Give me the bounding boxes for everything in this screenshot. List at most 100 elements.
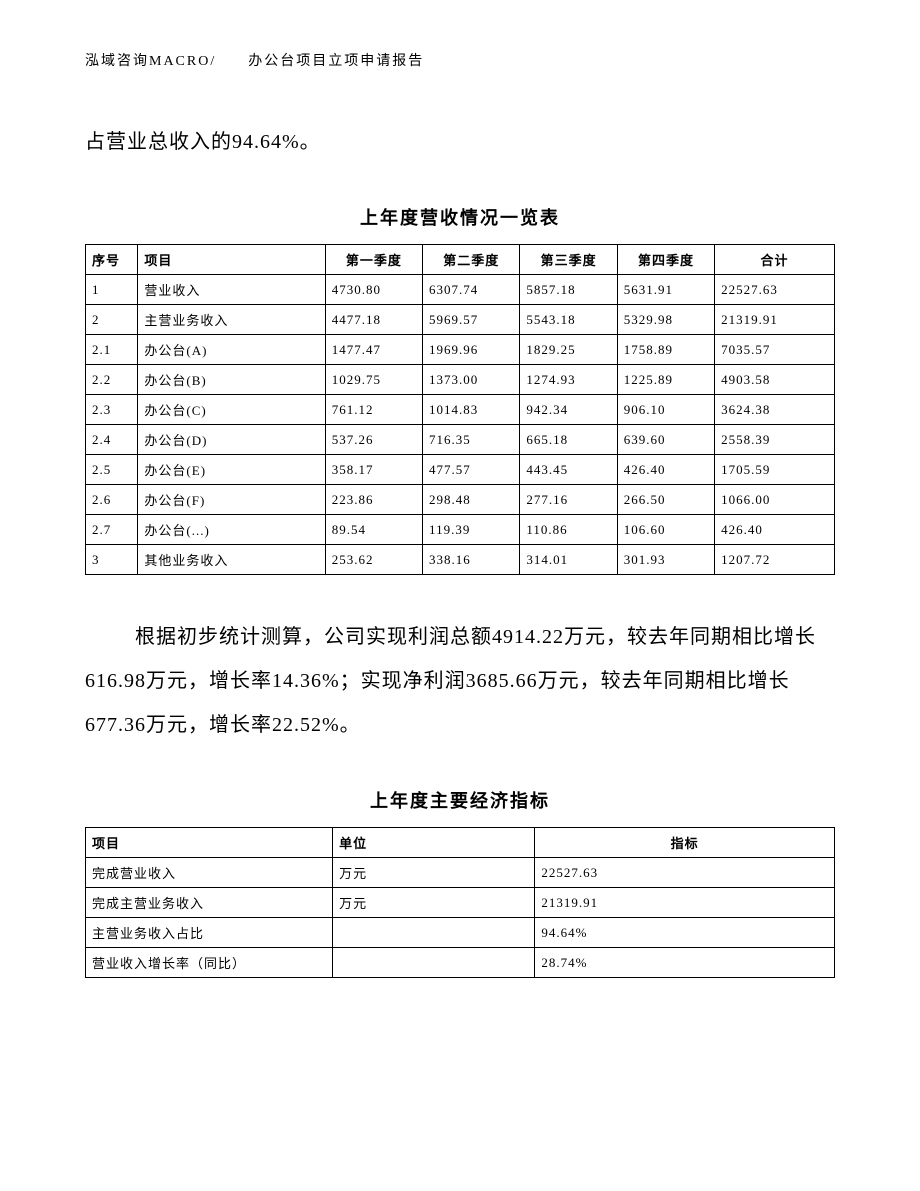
table-cell: 110.86 xyxy=(520,515,617,545)
table-cell: 665.18 xyxy=(520,425,617,455)
table-cell: 1274.93 xyxy=(520,365,617,395)
table-cell: 4903.58 xyxy=(715,365,835,395)
table-cell: 639.60 xyxy=(617,425,714,455)
table-row: 1营业收入4730.806307.745857.185631.9122527.6… xyxy=(86,275,835,305)
table-cell: 2 xyxy=(86,305,138,335)
page-header: 泓域咨询MACRO/ 办公台项目立项申请报告 xyxy=(85,50,835,70)
table-cell: 5631.91 xyxy=(617,275,714,305)
col-item: 项目 xyxy=(138,245,325,275)
table-cell: 761.12 xyxy=(325,395,422,425)
table1-title: 上年度营收情况一览表 xyxy=(85,204,835,230)
table-cell: 3 xyxy=(86,545,138,575)
table2-title: 上年度主要经济指标 xyxy=(85,787,835,813)
table-cell: 253.62 xyxy=(325,545,422,575)
table-cell: 6307.74 xyxy=(423,275,520,305)
table-cell: 5969.57 xyxy=(423,305,520,335)
table-cell: 办公台(C) xyxy=(138,395,325,425)
table-cell: 1066.00 xyxy=(715,485,835,515)
table-cell: 942.34 xyxy=(520,395,617,425)
table-cell: 2.2 xyxy=(86,365,138,395)
table-cell: 28.74% xyxy=(535,948,835,978)
table-cell: 1829.25 xyxy=(520,335,617,365)
table-cell: 94.64% xyxy=(535,918,835,948)
col-q3: 第三季度 xyxy=(520,245,617,275)
table-cell: 完成营业收入 xyxy=(86,858,333,888)
table-cell: 5857.18 xyxy=(520,275,617,305)
table-cell: 22527.63 xyxy=(535,858,835,888)
table-cell: 716.35 xyxy=(423,425,520,455)
paragraph-2: 根据初步统计测算，公司实现利润总额4914.22万元，较去年同期相比增长616.… xyxy=(85,615,835,747)
table-cell: 1477.47 xyxy=(325,335,422,365)
table-cell: 2.5 xyxy=(86,455,138,485)
table-cell: 办公台(E) xyxy=(138,455,325,485)
table-cell: 1 xyxy=(86,275,138,305)
table-cell: 119.39 xyxy=(423,515,520,545)
table-cell: 办公台(F) xyxy=(138,485,325,515)
table-cell: 1758.89 xyxy=(617,335,714,365)
table-row: 2.1办公台(A)1477.471969.961829.251758.89703… xyxy=(86,335,835,365)
table-cell: 89.54 xyxy=(325,515,422,545)
table-cell: 办公台(...) xyxy=(138,515,325,545)
table-cell: 3624.38 xyxy=(715,395,835,425)
table-cell: 5329.98 xyxy=(617,305,714,335)
col-unit: 单位 xyxy=(333,828,535,858)
table-row: 完成主营业务收入万元21319.91 xyxy=(86,888,835,918)
table-cell: 主营业务收入 xyxy=(138,305,325,335)
table-row: 2.5办公台(E)358.17477.57443.45426.401705.59 xyxy=(86,455,835,485)
table-cell: 537.26 xyxy=(325,425,422,455)
table-cell: 2.1 xyxy=(86,335,138,365)
revenue-table: 序号 项目 第一季度 第二季度 第三季度 第四季度 合计 1营业收入4730.8… xyxy=(85,244,835,575)
table-cell: 5543.18 xyxy=(520,305,617,335)
col-total: 合计 xyxy=(715,245,835,275)
table-cell: 1969.96 xyxy=(423,335,520,365)
table-row: 营业收入增长率（同比） 28.74% xyxy=(86,948,835,978)
col-seq: 序号 xyxy=(86,245,138,275)
col-project: 项目 xyxy=(86,828,333,858)
table-cell: 277.16 xyxy=(520,485,617,515)
table-cell: 主营业务收入占比 xyxy=(86,918,333,948)
table-cell: 办公台(D) xyxy=(138,425,325,455)
table-cell: 443.45 xyxy=(520,455,617,485)
table-cell: 1225.89 xyxy=(617,365,714,395)
table-cell: 万元 xyxy=(333,858,535,888)
table-cell: 426.40 xyxy=(715,515,835,545)
table-cell: 266.50 xyxy=(617,485,714,515)
table-cell xyxy=(333,948,535,978)
table-cell: 22527.63 xyxy=(715,275,835,305)
table-cell: 106.60 xyxy=(617,515,714,545)
table-cell: 906.10 xyxy=(617,395,714,425)
table-cell: 2558.39 xyxy=(715,425,835,455)
col-indicator: 指标 xyxy=(535,828,835,858)
table-cell: 7035.57 xyxy=(715,335,835,365)
table-cell: 2.3 xyxy=(86,395,138,425)
table-row: 3其他业务收入253.62338.16314.01301.931207.72 xyxy=(86,545,835,575)
table-cell: 2.4 xyxy=(86,425,138,455)
table-cell: 477.57 xyxy=(423,455,520,485)
table-cell: 1705.59 xyxy=(715,455,835,485)
indicators-table: 项目 单位 指标 完成营业收入万元22527.63完成主营业务收入万元21319… xyxy=(85,827,835,978)
table-cell: 1207.72 xyxy=(715,545,835,575)
col-q1: 第一季度 xyxy=(325,245,422,275)
table-cell: 1014.83 xyxy=(423,395,520,425)
table-cell: 办公台(B) xyxy=(138,365,325,395)
table-cell: 办公台(A) xyxy=(138,335,325,365)
table-cell: 营业收入增长率（同比） xyxy=(86,948,333,978)
table-cell: 其他业务收入 xyxy=(138,545,325,575)
table-row: 主营业务收入占比 94.64% xyxy=(86,918,835,948)
table-cell: 4477.18 xyxy=(325,305,422,335)
table-row: 完成营业收入万元22527.63 xyxy=(86,858,835,888)
table-cell: 1029.75 xyxy=(325,365,422,395)
table-cell: 338.16 xyxy=(423,545,520,575)
table-row: 2.3办公台(C)761.121014.83942.34906.103624.3… xyxy=(86,395,835,425)
table-cell: 1373.00 xyxy=(423,365,520,395)
table-cell: 2.6 xyxy=(86,485,138,515)
table-cell: 314.01 xyxy=(520,545,617,575)
table-cell: 21319.91 xyxy=(535,888,835,918)
table-cell: 完成主营业务收入 xyxy=(86,888,333,918)
table-header-row: 项目 单位 指标 xyxy=(86,828,835,858)
table-cell: 298.48 xyxy=(423,485,520,515)
table-row: 2.4办公台(D)537.26716.35665.18639.602558.39 xyxy=(86,425,835,455)
col-q2: 第二季度 xyxy=(423,245,520,275)
table-cell: 358.17 xyxy=(325,455,422,485)
table-cell: 2.7 xyxy=(86,515,138,545)
